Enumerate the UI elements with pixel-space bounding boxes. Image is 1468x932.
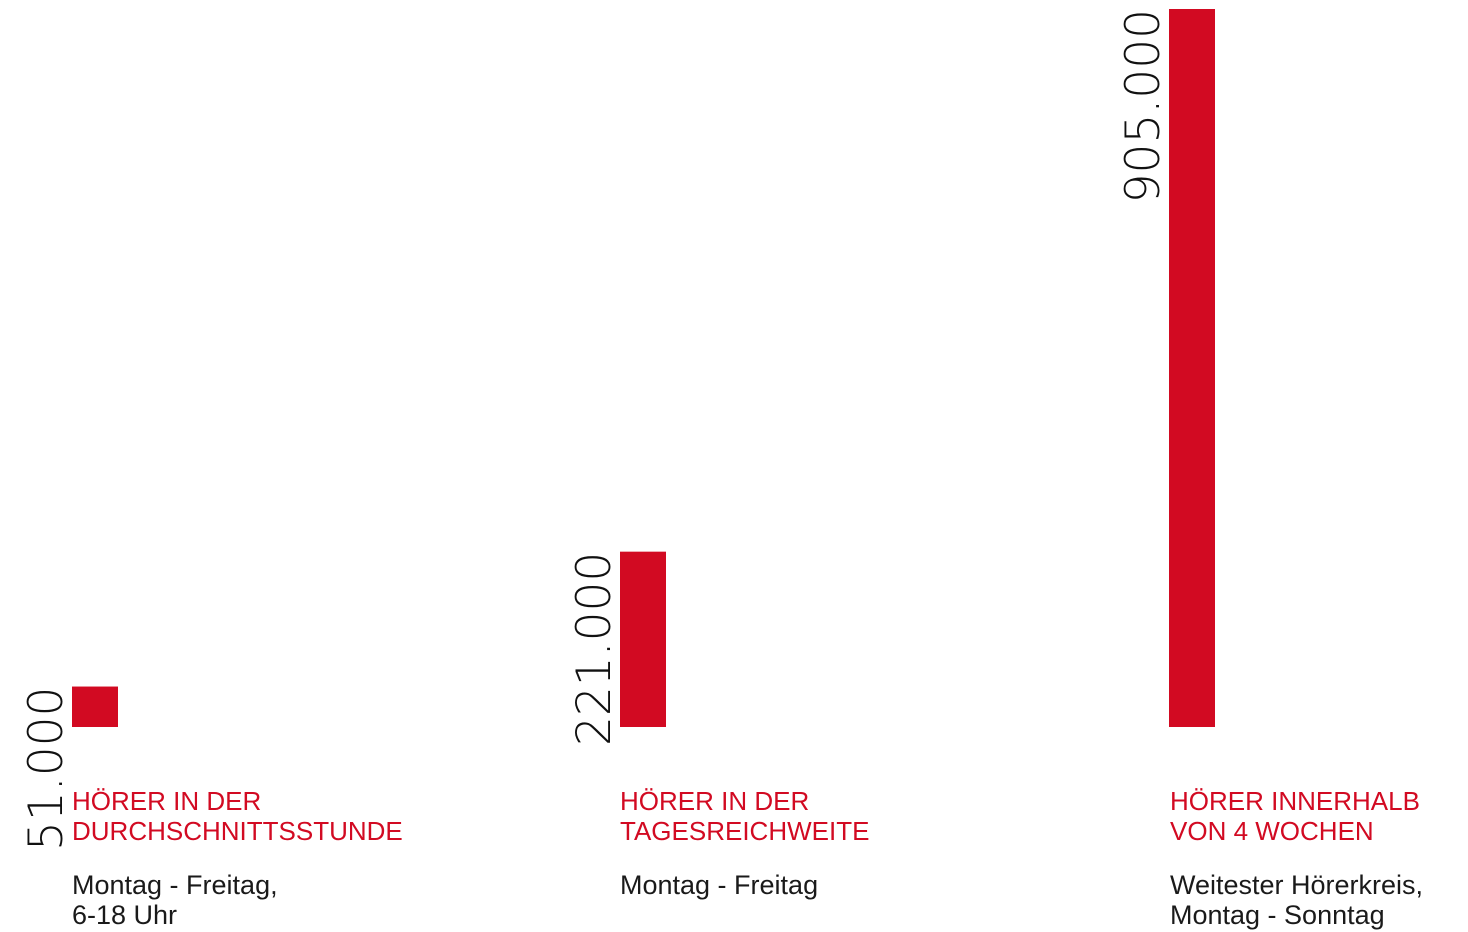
category-title-vier-wochen: HÖRER INNERHALB VON 4 WOCHEN — [1170, 786, 1420, 846]
bar-tagesreichweite — [620, 551, 666, 727]
bar-durchschnittsstunde — [72, 686, 118, 727]
bar-value-label-vier-wochen: 905.000 — [1116, 9, 1171, 203]
bar-value-labels: 51.000 221.000 905.000 — [19, 9, 1171, 851]
category-subtitle-tagesreichweite: Montag - Freitag — [620, 870, 819, 900]
bar-vier-wochen — [1169, 9, 1215, 727]
category-title-tagesreichweite: HÖRER IN DER TAGESREICHWEITE — [620, 786, 870, 846]
category-title-durchschnittsstunde: HÖRER IN DER DURCHSCHNITTSSTUNDE — [72, 786, 403, 846]
bar-value-label-tagesreichweite: 221.000 — [567, 552, 622, 746]
bars — [72, 9, 1215, 727]
bar-value-label-durchschnittsstunde: 51.000 — [19, 687, 74, 851]
category-subtitle-vier-wochen: Weitester Hörerkreis, Montag - Sonntag — [1170, 870, 1424, 930]
category-subtitle-durchschnittsstunde: Montag - Freitag, 6-18 Uhr — [72, 870, 278, 930]
